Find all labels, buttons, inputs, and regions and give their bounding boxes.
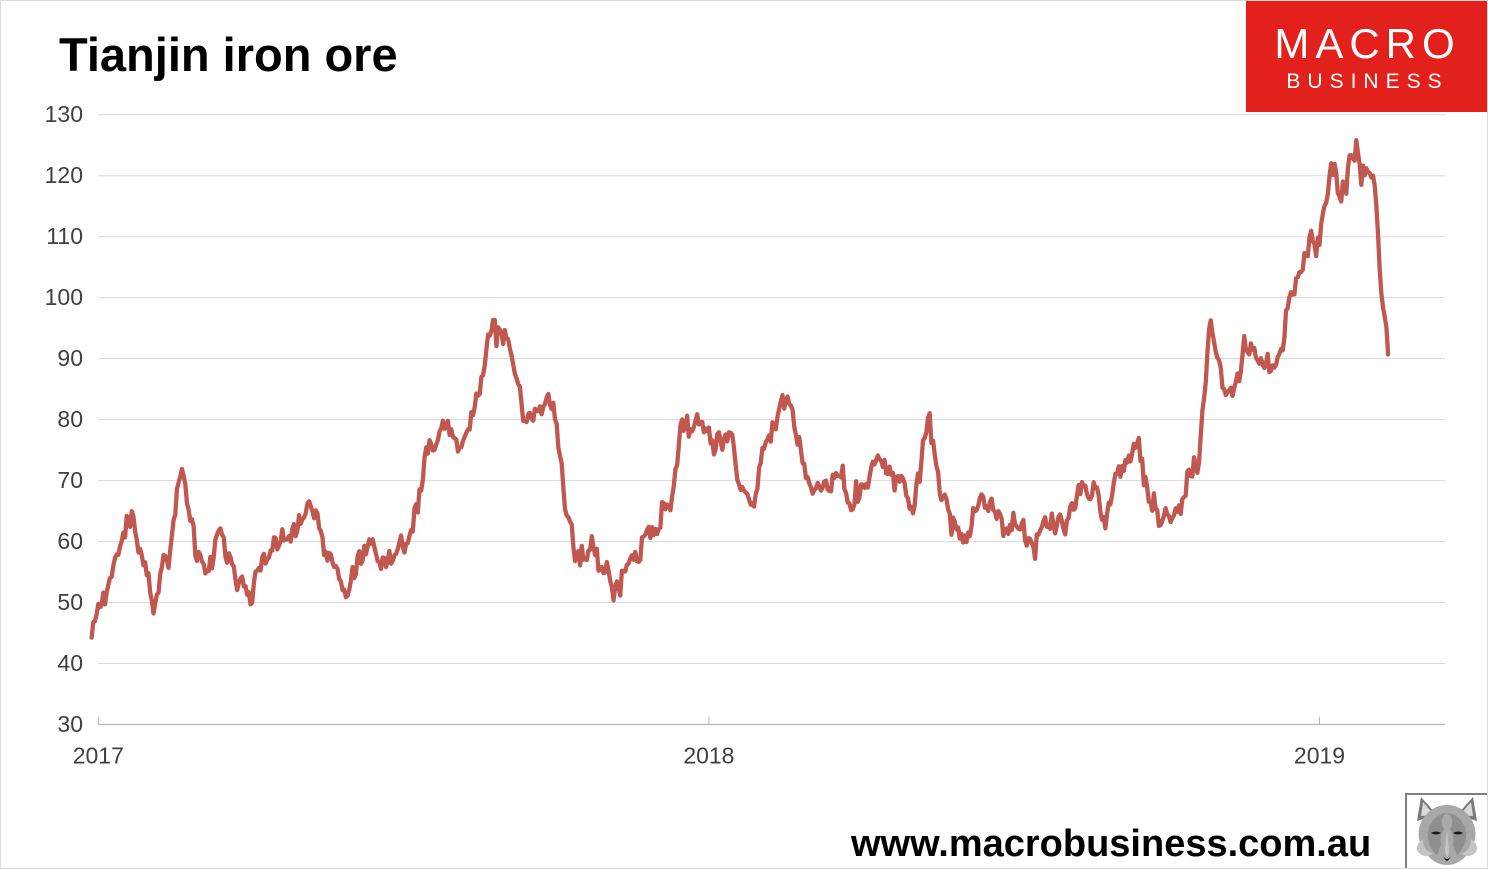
svg-text:90: 90 xyxy=(57,345,83,371)
svg-text:130: 130 xyxy=(45,101,83,127)
svg-text:2017: 2017 xyxy=(73,743,124,769)
svg-text:50: 50 xyxy=(57,589,83,615)
svg-text:120: 120 xyxy=(45,162,83,188)
svg-text:110: 110 xyxy=(46,223,83,249)
svg-text:40: 40 xyxy=(57,650,83,676)
svg-text:2019: 2019 xyxy=(1294,743,1345,769)
svg-text:30: 30 xyxy=(57,711,83,737)
svg-text:70: 70 xyxy=(57,467,83,493)
svg-text:80: 80 xyxy=(57,406,83,432)
svg-text:60: 60 xyxy=(57,528,83,554)
svg-text:2018: 2018 xyxy=(683,743,734,769)
svg-text:100: 100 xyxy=(45,284,83,310)
